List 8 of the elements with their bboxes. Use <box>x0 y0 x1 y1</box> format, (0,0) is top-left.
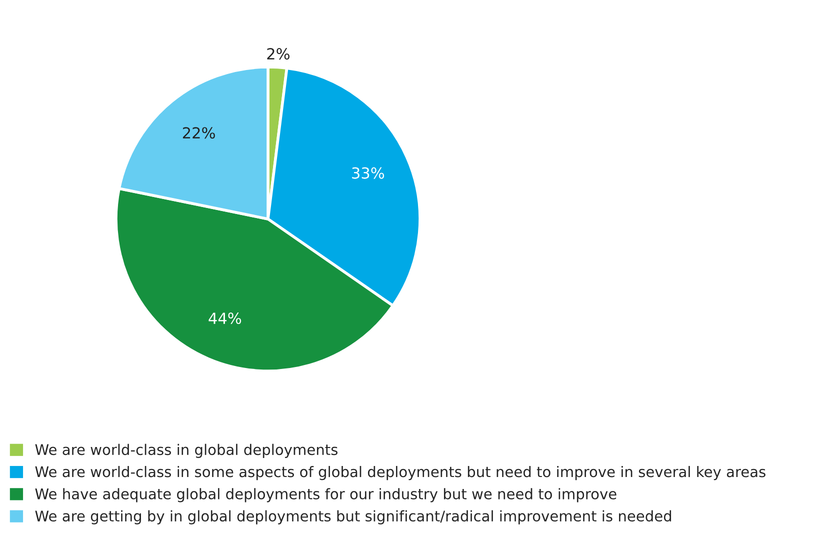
legend-label: We have adequate global deployments for our industry but we need to improve <box>35 488 616 502</box>
data-label: 33% <box>352 167 384 179</box>
legend-label: We are world-class in global deployments <box>35 444 338 458</box>
data-label: 2% <box>267 48 290 60</box>
data-label: 22% <box>182 127 215 139</box>
legend-label: We are world-class in some aspects of global deployments but need to improve in several key areas <box>35 466 766 480</box>
data-label: 44% <box>208 312 242 324</box>
legend-label: We are getting by in global deployments but significant/radical improvement is needed <box>35 510 672 524</box>
